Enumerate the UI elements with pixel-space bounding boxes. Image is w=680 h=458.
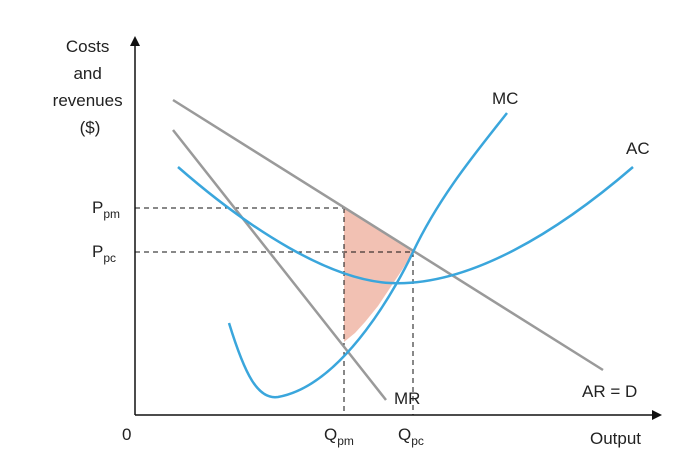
mr-label: MR (394, 389, 420, 408)
ar-demand-curve (172, 98, 604, 372)
quantity-monopoly-label: Qpm (324, 425, 354, 448)
ar-d-label: AR = D (582, 382, 637, 401)
price-competitive-label: Ppc (92, 242, 116, 265)
y-axis-label: Costs and revenues ($) (53, 37, 128, 137)
ac-curve (177, 166, 634, 285)
quantity-competitive-label: Qpc (398, 425, 424, 448)
origin-label: 0 (122, 425, 131, 444)
x-axis-label: Output (590, 429, 641, 448)
ac-label: AC (626, 139, 650, 158)
mc-curve (227, 112, 508, 399)
deadweight-loss-area (344, 208, 413, 342)
mr-curve (172, 129, 387, 401)
dashed-guides (135, 207, 414, 415)
price-monopoly-label: Ppm (92, 198, 120, 221)
mc-label: MC (492, 89, 518, 108)
